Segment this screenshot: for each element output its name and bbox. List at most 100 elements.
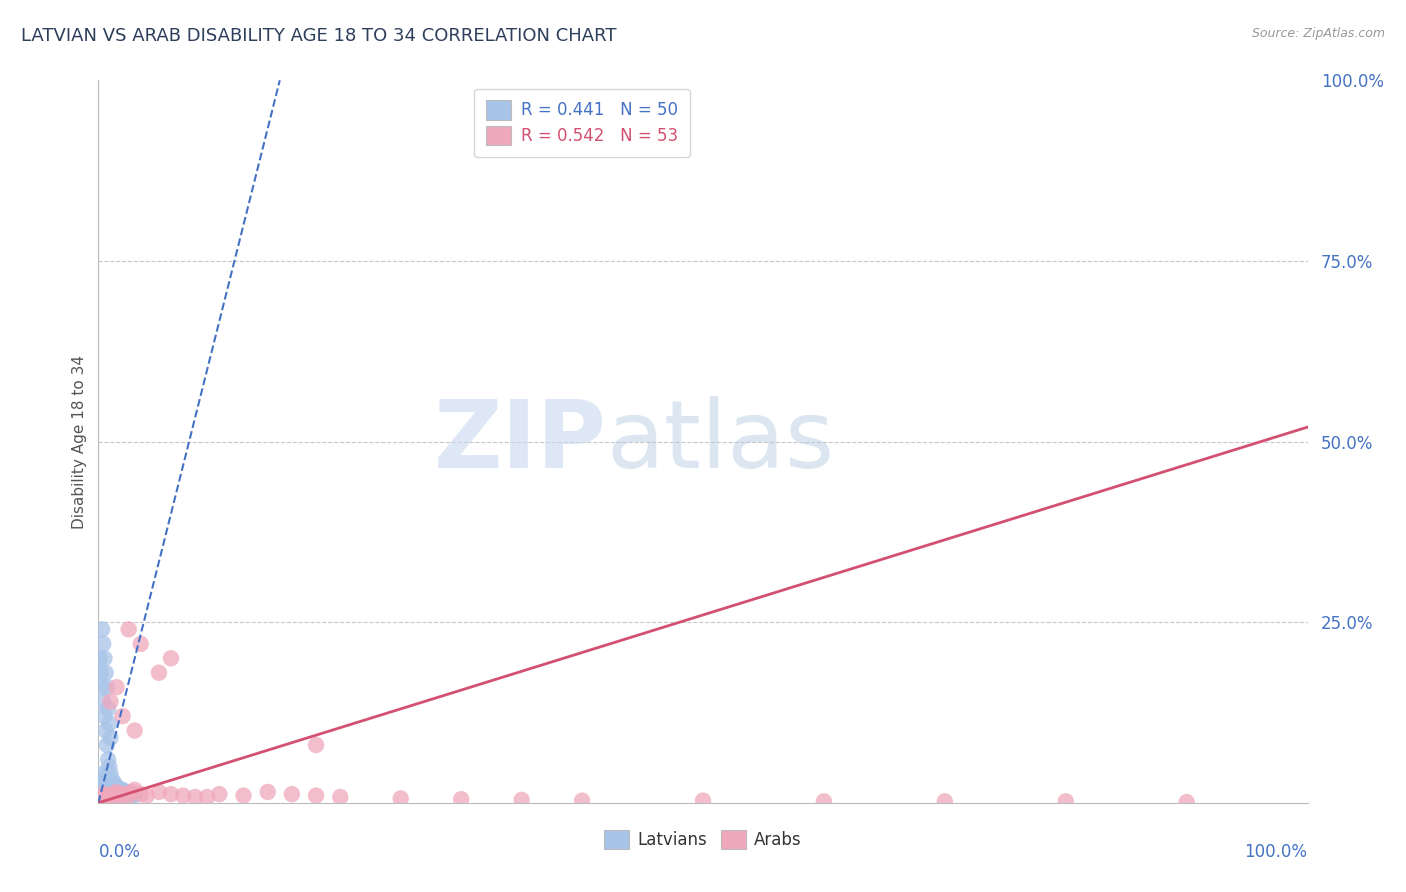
Point: [121, 787, 143, 801]
Point: [129, 787, 152, 801]
Point: [91, 637, 114, 651]
Point: [94, 774, 117, 789]
Point: [90, 767, 112, 781]
Point: [104, 778, 127, 792]
Point: [107, 789, 129, 803]
Point: [104, 790, 127, 805]
Point: [118, 623, 141, 637]
Point: [148, 665, 170, 680]
Point: [135, 789, 157, 803]
Point: [100, 778, 122, 792]
Point: [124, 789, 146, 803]
Point: [111, 789, 134, 803]
Point: [100, 782, 122, 797]
Point: [108, 790, 131, 805]
Point: [108, 782, 131, 797]
Point: [96, 791, 118, 805]
Point: [94, 665, 117, 680]
Point: [96, 738, 118, 752]
Point: [160, 651, 183, 665]
Text: ZIP: ZIP: [433, 395, 606, 488]
Point: [148, 785, 170, 799]
Point: [100, 767, 122, 781]
Point: [117, 787, 139, 801]
Point: [389, 791, 412, 805]
Point: [89, 651, 111, 665]
Point: [91, 790, 114, 805]
Point: [101, 781, 124, 796]
Point: [124, 723, 146, 738]
Point: [129, 637, 152, 651]
Point: [281, 787, 304, 801]
Point: [510, 793, 533, 807]
Point: [100, 791, 122, 805]
Point: [90, 665, 112, 680]
Point: [111, 709, 134, 723]
Point: [110, 787, 132, 801]
Point: [93, 778, 115, 792]
Point: [98, 760, 121, 774]
Legend: Latvians, Arabs: Latvians, Arabs: [598, 823, 808, 856]
Point: [107, 781, 129, 796]
Point: [103, 789, 125, 803]
Point: [114, 787, 136, 801]
Point: [90, 792, 112, 806]
Point: [208, 787, 231, 801]
Point: [91, 695, 114, 709]
Point: [813, 794, 835, 808]
Point: [91, 623, 114, 637]
Point: [107, 781, 129, 796]
Point: [101, 787, 124, 801]
Y-axis label: Disability Age 18 to 34: Disability Age 18 to 34: [72, 354, 87, 529]
Point: [111, 782, 134, 797]
Text: Source: ZipAtlas.com: Source: ZipAtlas.com: [1251, 27, 1385, 40]
Point: [195, 790, 218, 805]
Point: [184, 790, 207, 805]
Point: [305, 789, 328, 803]
Point: [90, 792, 112, 806]
Point: [101, 774, 124, 789]
Point: [1054, 794, 1077, 808]
Point: [118, 789, 141, 803]
Point: [93, 651, 115, 665]
Point: [124, 782, 146, 797]
Point: [98, 716, 121, 731]
Point: [111, 785, 134, 799]
Point: [97, 780, 120, 794]
Point: [100, 789, 122, 803]
Point: [108, 784, 131, 798]
Point: [91, 790, 114, 805]
Point: [94, 723, 117, 738]
Point: [96, 680, 118, 694]
Point: [329, 790, 352, 805]
Point: [450, 792, 472, 806]
Point: [114, 785, 136, 799]
Point: [98, 781, 121, 796]
Point: [105, 785, 128, 799]
Point: [100, 731, 122, 745]
Point: [97, 789, 120, 803]
Point: [100, 695, 122, 709]
Text: 100.0%: 100.0%: [1244, 843, 1308, 861]
Point: [97, 702, 120, 716]
Point: [118, 786, 141, 800]
Point: [96, 775, 118, 789]
Point: [91, 680, 114, 694]
Point: [105, 785, 128, 799]
Point: [256, 785, 278, 799]
Point: [1175, 795, 1198, 809]
Point: [104, 782, 127, 797]
Point: [91, 771, 114, 785]
Text: 0.0%: 0.0%: [98, 843, 141, 861]
Point: [120, 789, 142, 803]
Text: atlas: atlas: [606, 395, 835, 488]
Point: [172, 789, 194, 803]
Point: [232, 789, 254, 803]
Point: [94, 790, 117, 805]
Point: [93, 709, 115, 723]
Point: [305, 738, 328, 752]
Point: [108, 786, 131, 800]
Point: [98, 790, 121, 805]
Point: [91, 789, 114, 803]
Point: [121, 785, 143, 799]
